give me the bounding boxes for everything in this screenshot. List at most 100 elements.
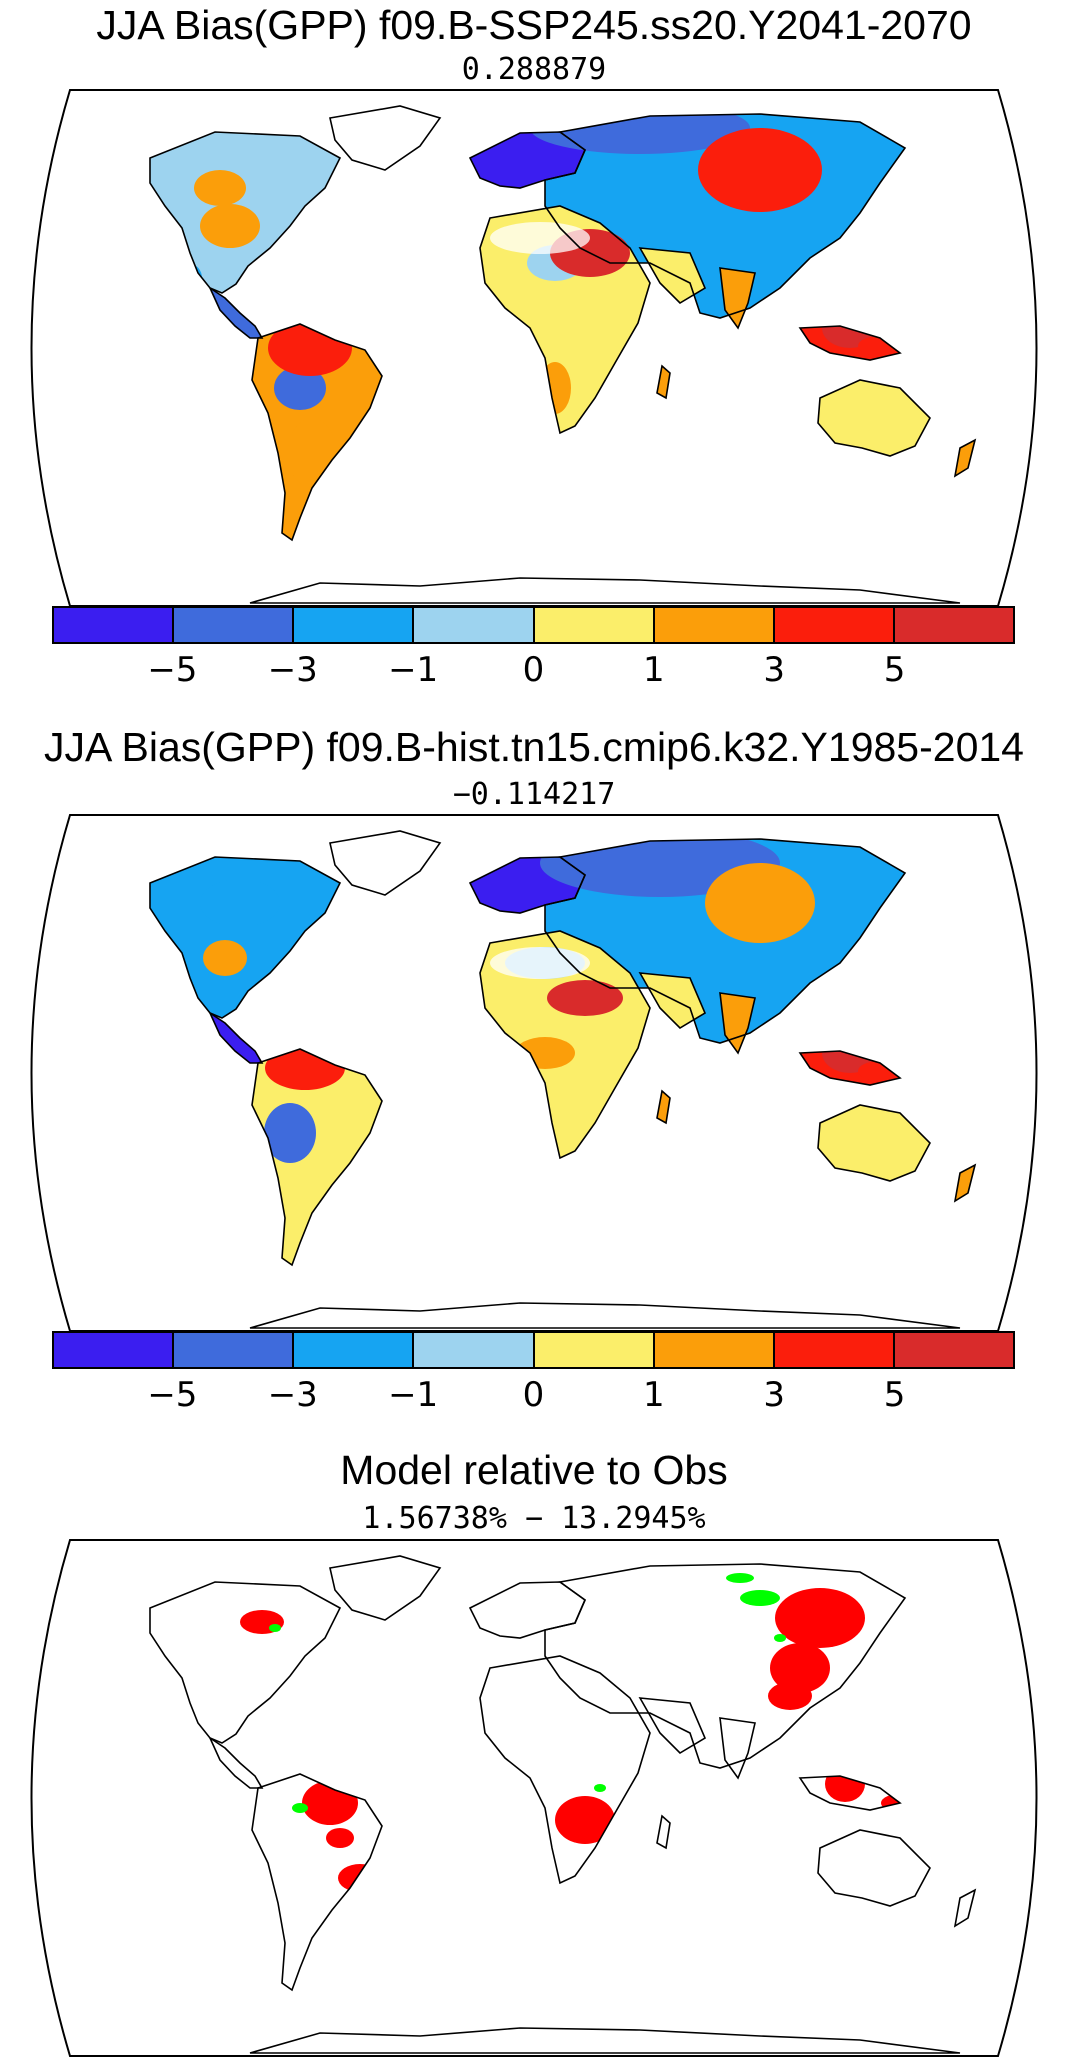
land-india	[720, 993, 755, 1053]
coastline-northAmerica	[149, 856, 342, 1019]
coastline-northAmerica	[149, 131, 342, 294]
colorbar-box-7	[774, 608, 895, 642]
panel-1-colorbar-ticks: −5 −3 −1 0 1 3 5	[52, 650, 1015, 690]
colorbar-tick-label: 5	[883, 1375, 906, 1415]
bias-region	[490, 947, 590, 979]
colorbar-box-6	[654, 1333, 775, 1367]
coastline-sea	[798, 325, 902, 361]
coastline-nz	[953, 1888, 977, 1928]
coastline-india	[719, 992, 756, 1055]
worse-than-obs-patch	[881, 1793, 929, 1813]
coastline-antarctica	[249, 1302, 961, 1329]
bias-region	[539, 362, 571, 414]
coastline-madagascar	[656, 364, 671, 400]
colorbar-box-4	[414, 1333, 535, 1367]
colorbar-box-7	[774, 1333, 895, 1367]
better-than-obs-patch	[774, 1634, 786, 1642]
coastline-madagascar	[656, 1089, 671, 1125]
panel-2-global-mean: −0.114217	[452, 777, 616, 812]
colorbar-box-4	[414, 608, 535, 642]
coastline-southAmerica	[251, 323, 383, 542]
colorbar-box-2	[174, 1333, 295, 1367]
coastline-southAmerica	[251, 1048, 383, 1267]
worse-than-obs-patch	[288, 1719, 332, 1747]
panel-1-global-mean: 0.288879	[461, 52, 607, 87]
coastline-antarctica	[249, 2027, 961, 2054]
coastline-greenland	[329, 105, 442, 171]
coastlines	[149, 1555, 977, 2054]
worse-than-obs-patch	[326, 1828, 354, 1848]
map-fill	[150, 839, 975, 1265]
land-australia	[818, 1105, 930, 1181]
land-europe	[470, 132, 585, 188]
land-arabia	[640, 248, 705, 303]
colorbar-box-3	[294, 1333, 415, 1367]
colorbar-tick-label: −3	[267, 650, 318, 690]
worse-than-obs-patch	[555, 1796, 615, 1844]
coastline-arabia	[638, 247, 707, 305]
better-than-obs-patch	[594, 1784, 606, 1792]
land-centralAmerica	[210, 1013, 262, 1063]
colorbar-box-8	[894, 608, 1013, 642]
panel-1-map	[30, 89, 1038, 607]
coastline-centralAmerica	[208, 1735, 264, 1789]
colorbar-box-5	[534, 1333, 655, 1367]
coastline-arabia	[638, 972, 707, 1030]
land-australia	[818, 380, 930, 456]
colorbar-tick-label: −5	[147, 1375, 198, 1415]
worse-than-obs-patch	[338, 1864, 382, 1892]
panel-2-map	[30, 814, 1038, 1332]
bias-region	[490, 222, 590, 254]
colorbar-tick-label: 3	[763, 650, 786, 690]
panel-2-colorbar	[52, 1331, 1015, 1369]
bias-region	[515, 1037, 575, 1069]
coastline-arabia	[638, 1697, 707, 1755]
colorbar-tick-label: 3	[763, 1375, 786, 1415]
better-than-obs-patch	[292, 1803, 308, 1813]
panel-1-colorbar	[52, 606, 1015, 644]
coastline-india	[719, 267, 756, 330]
coastline-centralAmerica	[208, 1010, 264, 1064]
bias-region	[858, 1061, 902, 1081]
coastlines	[149, 830, 977, 1329]
bias-region	[705, 863, 815, 943]
colorbar-tick-label: 1	[643, 1375, 665, 1415]
colorbar-box-6	[654, 608, 775, 642]
coastlines	[149, 105, 977, 604]
panel-1-title: JJA Bias(GPP) f09.B-SSP245.ss20.Y2041-20…	[96, 2, 972, 48]
bias-region	[200, 879, 280, 927]
bias-region	[278, 1163, 322, 1223]
coastline-australia	[817, 379, 931, 457]
bias-region	[698, 128, 822, 212]
coastline-europe	[468, 1581, 586, 1639]
coastline-asia	[544, 838, 907, 1044]
coastline-greenland	[329, 1555, 442, 1621]
coastline-sea	[798, 1050, 902, 1086]
bias-region	[203, 940, 247, 976]
land-arabia	[640, 973, 705, 1028]
bias-region	[178, 264, 202, 292]
panel-3-title: Model relative to Obs	[340, 1447, 728, 1493]
coastline-antarctica	[249, 577, 961, 604]
map-fill	[240, 1573, 929, 1892]
coastline-sea	[798, 1775, 902, 1811]
worse-than-obs-patch	[770, 1643, 830, 1693]
bias-region	[200, 204, 260, 248]
coastline-australia	[817, 1829, 931, 1907]
coastline-nz	[953, 1163, 977, 1203]
panel-3-range: 1.56738% − 13.2945%	[362, 1501, 706, 1536]
colorbar-tick-label: −1	[388, 1375, 439, 1415]
colorbar-tick-label: 0	[522, 1375, 545, 1415]
coastline-greenland	[329, 830, 442, 896]
better-than-obs-patch	[269, 1624, 281, 1632]
land-india	[720, 268, 755, 328]
land-northAmerica	[150, 857, 340, 1018]
bias-region	[547, 980, 623, 1016]
bias-region	[194, 170, 246, 206]
coastline-centralAmerica	[208, 285, 264, 339]
coastline-southAmerica	[251, 1773, 383, 1992]
coastline-nz	[953, 438, 977, 478]
colorbar-box-3	[294, 608, 415, 642]
better-than-obs-patch	[740, 1590, 780, 1606]
colorbar-tick-label: −1	[388, 650, 439, 690]
